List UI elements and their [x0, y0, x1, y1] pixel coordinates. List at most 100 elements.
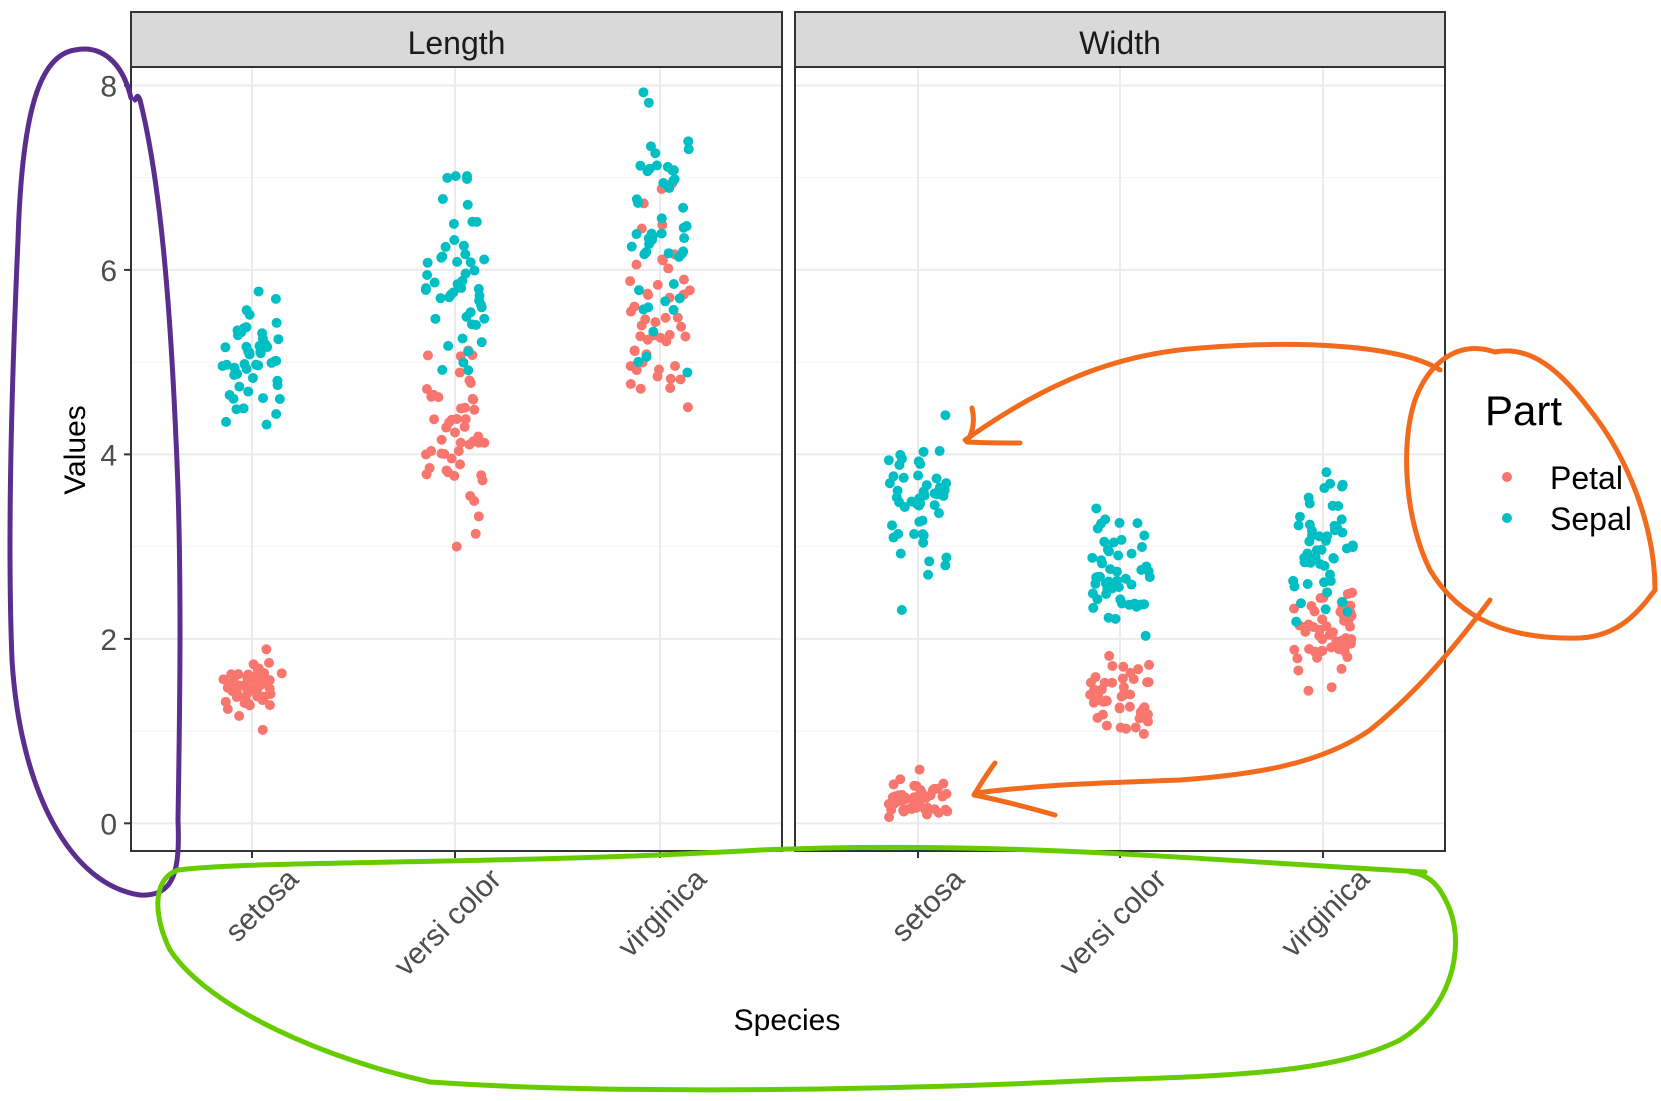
point-petal	[1085, 677, 1096, 688]
point-petal	[1130, 722, 1141, 733]
point-sepal	[913, 470, 924, 481]
point-sepal	[422, 270, 433, 281]
point-sepal	[476, 302, 487, 313]
point-petal	[941, 788, 952, 799]
legend-label-petal: Petal	[1550, 460, 1623, 496]
point-sepal	[674, 293, 685, 304]
point-sepal	[457, 333, 468, 344]
point-petal	[1306, 601, 1317, 612]
point-sepal	[473, 283, 484, 294]
point-sepal	[1087, 552, 1098, 563]
point-petal	[429, 414, 440, 425]
point-petal	[907, 801, 918, 812]
point-sepal	[1302, 578, 1313, 589]
point-petal	[261, 644, 272, 655]
point-petal	[1092, 712, 1103, 723]
x-axis-title: Species	[734, 1004, 841, 1037]
point-petal	[264, 675, 275, 686]
point-sepal	[253, 360, 264, 371]
point-sepal	[1327, 500, 1338, 511]
annotation-arrowhead-lower	[971, 760, 1058, 818]
point-sepal	[269, 356, 280, 367]
point-sepal	[243, 386, 254, 397]
point-sepal	[940, 410, 951, 421]
facet-length-label: Length	[408, 25, 506, 61]
point-sepal	[437, 194, 448, 205]
point-sepal	[909, 529, 920, 540]
point-petal	[470, 528, 481, 539]
point-sepal	[221, 416, 232, 427]
point-sepal	[1112, 575, 1123, 586]
point-sepal	[1319, 560, 1330, 571]
point-sepal	[674, 251, 685, 262]
point-sepal	[1091, 572, 1102, 583]
point-petal	[900, 794, 911, 805]
point-petal	[652, 279, 663, 290]
point-petal	[678, 274, 689, 285]
point-sepal	[457, 275, 468, 286]
point-petal	[919, 804, 930, 815]
y-tick-label: 6	[100, 255, 117, 288]
point-sepal	[923, 569, 934, 580]
point-petal	[1337, 635, 1348, 646]
point-petal	[1336, 663, 1347, 674]
x-tick-label: versi color	[388, 863, 508, 983]
point-petal	[476, 470, 487, 481]
point-sepal	[437, 364, 448, 375]
point-petal	[257, 724, 268, 735]
point-petal	[1107, 677, 1118, 688]
point-petal	[244, 700, 255, 711]
point-sepal	[898, 472, 909, 483]
point-petal	[655, 332, 666, 343]
point-petal	[1118, 682, 1129, 693]
point-petal	[1144, 659, 1155, 670]
point-sepal	[463, 346, 474, 357]
point-petal	[1292, 653, 1303, 664]
point-sepal	[633, 356, 644, 367]
point-sepal	[479, 254, 490, 265]
x-axis: setosa versi color virginica setosa versi co…	[219, 851, 1376, 983]
point-petal	[1107, 660, 1118, 671]
point-sepal	[449, 234, 460, 245]
point-petal	[1114, 703, 1125, 714]
point-sepal	[639, 249, 650, 260]
point-petal	[657, 255, 668, 266]
point-sepal	[1289, 581, 1300, 592]
point-petal	[1134, 713, 1145, 724]
point-sepal	[1140, 630, 1151, 641]
point-petal	[629, 345, 640, 356]
point-petal	[459, 421, 470, 432]
point-sepal	[631, 229, 642, 240]
point-sepal	[239, 359, 250, 370]
point-petal	[888, 779, 899, 790]
point-petal	[1308, 621, 1319, 632]
point-sepal	[1336, 481, 1347, 492]
point-petal	[652, 371, 663, 382]
point-petal	[1142, 716, 1153, 727]
point-sepal	[271, 317, 282, 328]
point-petal	[220, 696, 231, 707]
point-sepal	[1347, 540, 1358, 551]
point-sepal	[895, 449, 906, 460]
point-petal	[625, 276, 636, 287]
point-sepal	[460, 249, 471, 260]
annotation-arrow-upper	[962, 342, 1443, 443]
point-sepal	[643, 97, 654, 108]
point-petal	[259, 668, 270, 679]
point-petal	[433, 392, 444, 403]
point-petal	[675, 374, 686, 385]
annotations	[7, 46, 1658, 1093]
point-sepal	[626, 241, 637, 252]
point-sepal	[221, 359, 232, 370]
point-sepal	[435, 293, 446, 304]
point-sepal	[253, 286, 264, 297]
point-sepal	[1329, 520, 1340, 531]
point-petal	[682, 402, 693, 413]
point-petal	[625, 306, 636, 317]
facet-width-label: Width	[1079, 25, 1161, 61]
point-sepal	[668, 304, 679, 315]
point-sepal	[1108, 537, 1119, 548]
y-axis-title: Values	[59, 405, 92, 495]
point-sepal	[648, 326, 659, 337]
point-petal	[664, 329, 675, 340]
